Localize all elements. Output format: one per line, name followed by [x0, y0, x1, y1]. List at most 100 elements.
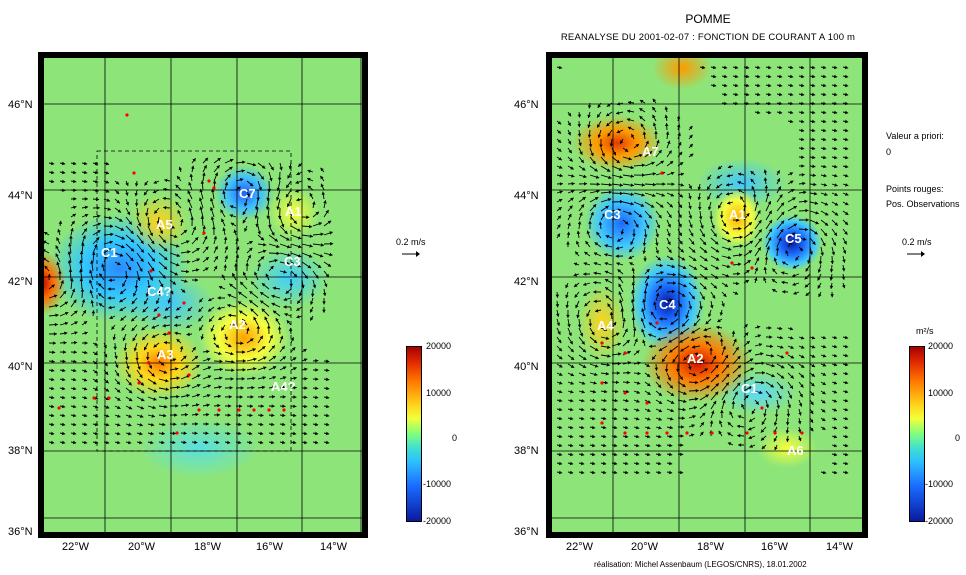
- arrow-head: [176, 307, 180, 311]
- arrow-head: [800, 137, 805, 142]
- arrow-head: [64, 331, 68, 336]
- arrow-head: [817, 285, 821, 289]
- arrow-head: [276, 187, 281, 191]
- arrow-head: [774, 446, 778, 451]
- arrow-head: [734, 291, 739, 295]
- arrow-head: [681, 425, 685, 429]
- arrow-head: [800, 74, 805, 79]
- arrow-head: [719, 338, 724, 342]
- arrow-head: [194, 422, 199, 426]
- arrow-head: [833, 335, 838, 340]
- arrow-head: [654, 367, 659, 371]
- arrow-head: [667, 224, 671, 228]
- arrow-head: [205, 246, 209, 251]
- arrow-head: [615, 389, 619, 394]
- arrow-head: [680, 348, 684, 352]
- arrow-head: [688, 306, 693, 310]
- arrow-head: [614, 216, 618, 221]
- arrow-head: [789, 83, 794, 88]
- arrow-head: [298, 163, 302, 167]
- arrow-head: [200, 336, 205, 340]
- eddy-label: A2: [229, 317, 246, 332]
- arrow-head: [89, 269, 93, 274]
- arrow-head: [152, 381, 157, 385]
- arrow-head: [95, 197, 100, 202]
- arrow-head: [254, 271, 258, 276]
- left-lat-44: 44°N: [8, 190, 33, 202]
- arrow-head: [699, 306, 703, 310]
- arrow-head: [105, 161, 110, 166]
- arrow-head: [844, 202, 849, 206]
- arrow-head: [844, 362, 849, 367]
- observation-point: [665, 431, 669, 435]
- arrow-head: [272, 375, 276, 380]
- arrow-head: [196, 384, 201, 388]
- arrow-head: [738, 443, 742, 447]
- arrow-head: [183, 431, 187, 436]
- arrow-head: [577, 221, 582, 225]
- arrow-head: [116, 200, 120, 204]
- arrow-head: [676, 368, 680, 373]
- arrow-head: [229, 283, 233, 288]
- arrow-head: [635, 144, 639, 148]
- arrow-head: [323, 200, 327, 204]
- arrow-head: [580, 159, 584, 163]
- arrow-head: [586, 313, 590, 317]
- arrow-head: [844, 183, 849, 187]
- arrow-head: [643, 258, 647, 262]
- arrow-head: [569, 205, 573, 209]
- right-colorbar: [909, 346, 925, 522]
- arrow-head: [325, 404, 330, 409]
- arrow-head: [263, 366, 267, 370]
- arrow-head: [127, 374, 131, 378]
- arrow-head: [217, 158, 221, 162]
- arrow-head: [804, 275, 809, 280]
- right-scale-arrow: [907, 251, 925, 257]
- arrow-head: [833, 381, 838, 385]
- arrow-head: [289, 213, 294, 217]
- arrow-head: [176, 376, 180, 380]
- arrow-head: [282, 395, 286, 399]
- arrow-head: [714, 275, 719, 279]
- arrow-head: [789, 172, 794, 176]
- arrow-head: [717, 331, 722, 336]
- arrow-head: [139, 374, 143, 378]
- arrow-head: [282, 376, 287, 380]
- right-scale-label: 0.2 m/s: [902, 237, 932, 247]
- arrow-head: [682, 265, 687, 270]
- arrow-head: [67, 251, 72, 255]
- arrow-head: [216, 165, 220, 169]
- arrow-head: [144, 182, 148, 186]
- arrow-head: [584, 302, 588, 307]
- arrow-head: [804, 199, 808, 204]
- arrow-head: [737, 433, 741, 438]
- arrow-head: [221, 218, 225, 223]
- arrow-head: [800, 128, 805, 133]
- arrow-head: [56, 237, 60, 241]
- arrow-head: [157, 292, 162, 296]
- arrow-head: [706, 385, 710, 389]
- arrow-head: [266, 197, 270, 201]
- arrow-head: [692, 415, 696, 419]
- arrow-head: [821, 400, 826, 404]
- arrow-head: [83, 321, 88, 325]
- arrow-head: [758, 220, 762, 224]
- arrow-head: [110, 232, 114, 237]
- arrow-head: [609, 311, 614, 316]
- arrow-head: [139, 231, 143, 236]
- arrow-head: [83, 395, 88, 400]
- arrow-head: [304, 376, 308, 381]
- arrow-head: [304, 404, 308, 409]
- arrow-head: [607, 197, 612, 202]
- arrow-head: [707, 206, 712, 211]
- arrow-head: [220, 209, 224, 214]
- arrow-head: [143, 191, 148, 196]
- arrow-head: [844, 137, 849, 142]
- eddy-label: C3: [284, 254, 301, 269]
- arrow-head: [181, 289, 186, 293]
- arrow-head: [701, 359, 705, 364]
- arrow-head: [761, 371, 766, 375]
- arrow-head: [772, 289, 776, 293]
- arrow-head: [557, 331, 561, 335]
- arrow-head: [616, 129, 621, 134]
